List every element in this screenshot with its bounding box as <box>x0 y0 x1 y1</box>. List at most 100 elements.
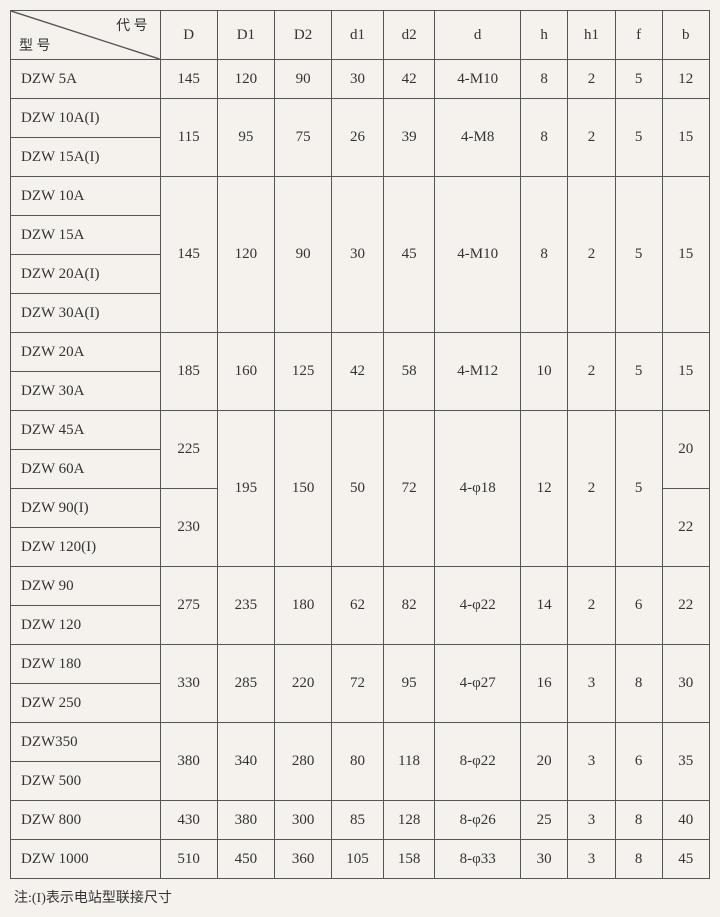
cell: 50 <box>332 411 384 567</box>
table-row: DZW 20A 185 160 125 42 58 4-M12 10 2 5 1… <box>11 333 710 372</box>
cell: 3 <box>568 645 615 723</box>
cell: 15 <box>662 333 709 411</box>
table-row: DZW350 380 340 280 80 118 8-φ22 20 3 6 3… <box>11 723 710 762</box>
cell: 8 <box>520 177 567 333</box>
cell: 2 <box>568 411 615 567</box>
cell: 5 <box>615 411 662 567</box>
col-header-D2: D2 <box>274 11 331 60</box>
cell: 160 <box>217 333 274 411</box>
cell: 4-M12 <box>435 333 521 411</box>
header-row: 代 号 型 号 D D1 D2 d1 d2 d h h1 f b <box>11 11 710 60</box>
cell: 450 <box>217 840 274 879</box>
cell: 14 <box>520 567 567 645</box>
cell: 360 <box>274 840 331 879</box>
cell: 45 <box>383 177 435 333</box>
diagonal-header: 代 号 型 号 <box>11 11 161 60</box>
model-cell: DZW 45A <box>11 411 161 450</box>
cell: 2 <box>568 99 615 177</box>
cell: 15 <box>662 177 709 333</box>
cell: 8 <box>520 60 567 99</box>
model-cell: DZW 180 <box>11 645 161 684</box>
cell: 145 <box>160 60 217 99</box>
cell: 2 <box>568 333 615 411</box>
cell: 380 <box>217 801 274 840</box>
cell: 95 <box>217 99 274 177</box>
cell: 158 <box>383 840 435 879</box>
cell: 3 <box>568 801 615 840</box>
model-cell: DZW 250 <box>11 684 161 723</box>
cell: 20 <box>520 723 567 801</box>
spec-table: 代 号 型 号 D D1 D2 d1 d2 d h h1 f b DZW 5A … <box>10 10 710 879</box>
cell: 105 <box>332 840 384 879</box>
model-cell: DZW 120(I) <box>11 528 161 567</box>
cell: 8 <box>520 99 567 177</box>
cell: 95 <box>383 645 435 723</box>
col-header-d: d <box>435 11 521 60</box>
cell: 220 <box>274 645 331 723</box>
model-cell: DZW 500 <box>11 762 161 801</box>
cell: 12 <box>662 60 709 99</box>
cell: 5 <box>615 60 662 99</box>
cell: 35 <box>662 723 709 801</box>
col-header-h1: h1 <box>568 11 615 60</box>
model-cell: DZW 120 <box>11 606 161 645</box>
model-cell: DZW 10A(I) <box>11 99 161 138</box>
cell: 230 <box>160 489 217 567</box>
model-cell: DZW 10A <box>11 177 161 216</box>
cell: 380 <box>160 723 217 801</box>
cell: 12 <box>520 411 567 567</box>
table-row: DZW 45A 225 195 150 50 72 4-φ18 12 2 5 2… <box>11 411 710 450</box>
cell: 120 <box>217 60 274 99</box>
cell: 90 <box>274 177 331 333</box>
model-cell: DZW 15A(I) <box>11 138 161 177</box>
cell: 62 <box>332 567 384 645</box>
table-row: DZW 180 330 285 220 72 95 4-φ27 16 3 8 3… <box>11 645 710 684</box>
model-cell: DZW 30A <box>11 372 161 411</box>
cell: 195 <box>217 411 274 567</box>
table-row: DZW 10A(I) 115 95 75 26 39 4-M8 8 2 5 15 <box>11 99 710 138</box>
cell: 128 <box>383 801 435 840</box>
cell: 26 <box>332 99 384 177</box>
cell: 90 <box>274 60 331 99</box>
col-header-b: b <box>662 11 709 60</box>
cell: 225 <box>160 411 217 489</box>
cell: 145 <box>160 177 217 333</box>
table-row: DZW 90 275 235 180 62 82 4-φ22 14 2 6 22 <box>11 567 710 606</box>
cell: 118 <box>383 723 435 801</box>
cell: 4-M10 <box>435 177 521 333</box>
model-cell: DZW 20A <box>11 333 161 372</box>
cell: 300 <box>274 801 331 840</box>
cell: 280 <box>274 723 331 801</box>
cell: 2 <box>568 177 615 333</box>
cell: 430 <box>160 801 217 840</box>
cell: 285 <box>217 645 274 723</box>
cell: 8-φ26 <box>435 801 521 840</box>
cell: 3 <box>568 723 615 801</box>
cell: 2 <box>568 567 615 645</box>
cell: 185 <box>160 333 217 411</box>
cell: 8 <box>615 801 662 840</box>
model-cell: DZW 20A(I) <box>11 255 161 294</box>
cell: 20 <box>662 411 709 489</box>
cell: 8-φ22 <box>435 723 521 801</box>
col-header-d1: d1 <box>332 11 384 60</box>
cell: 22 <box>662 489 709 567</box>
cell: 330 <box>160 645 217 723</box>
cell: 150 <box>274 411 331 567</box>
col-header-d2: d2 <box>383 11 435 60</box>
cell: 8-φ33 <box>435 840 521 879</box>
model-cell: DZW 90(I) <box>11 489 161 528</box>
model-cell: DZW 800 <box>11 801 161 840</box>
cell: 115 <box>160 99 217 177</box>
cell: 10 <box>520 333 567 411</box>
cell: 4-φ18 <box>435 411 521 567</box>
col-header-f: f <box>615 11 662 60</box>
model-cell: DZW350 <box>11 723 161 762</box>
model-cell: DZW 1000 <box>11 840 161 879</box>
cell: 180 <box>274 567 331 645</box>
cell: 72 <box>332 645 384 723</box>
cell: 4-M8 <box>435 99 521 177</box>
cell: 25 <box>520 801 567 840</box>
cell: 4-φ27 <box>435 645 521 723</box>
cell: 30 <box>332 177 384 333</box>
